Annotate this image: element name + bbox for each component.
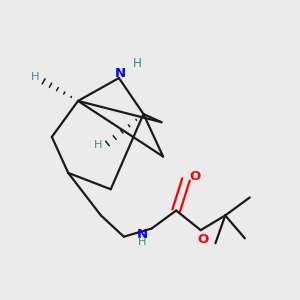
Text: H: H [138,237,146,247]
Text: H: H [133,57,141,70]
Text: N: N [115,67,126,80]
Text: H: H [31,72,40,82]
Text: N: N [136,228,147,241]
Text: O: O [190,170,201,183]
Text: H: H [93,140,102,150]
Text: O: O [198,233,209,246]
